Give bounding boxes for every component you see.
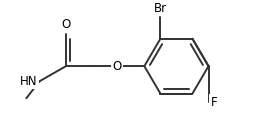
Text: Br: Br [154, 1, 167, 14]
Text: O: O [112, 60, 122, 73]
Text: Br: Br [154, 2, 167, 15]
Text: HN: HN [20, 75, 38, 88]
Text: F: F [211, 95, 218, 109]
Text: HN: HN [20, 75, 38, 88]
Text: O: O [61, 18, 70, 31]
Text: O: O [112, 60, 122, 73]
Text: F: F [210, 95, 217, 109]
Text: O: O [61, 18, 70, 31]
